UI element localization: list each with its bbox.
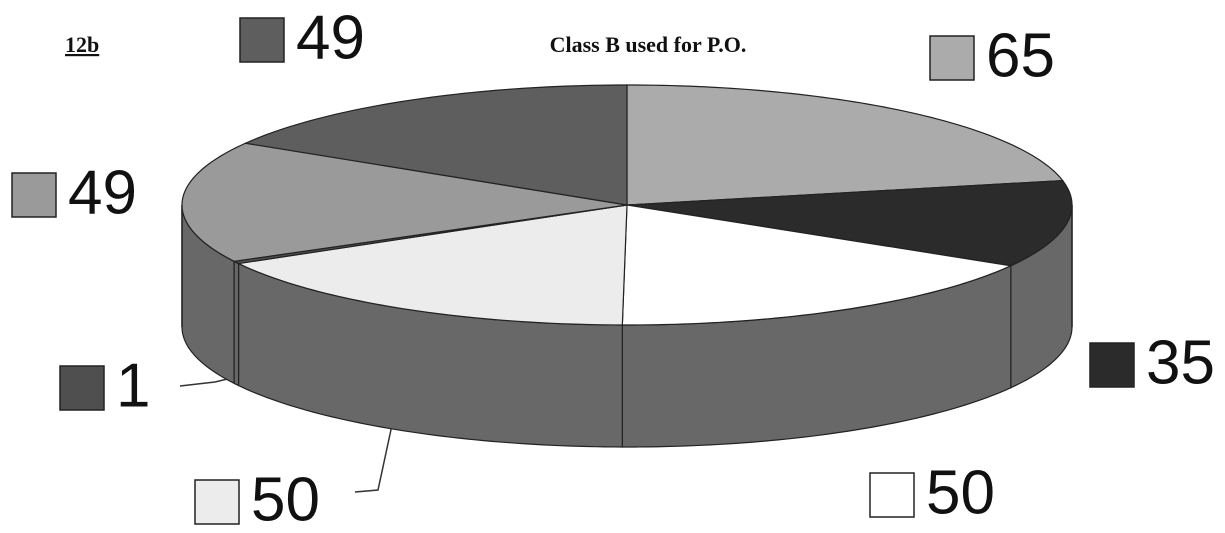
pie-edge bbox=[181, 205, 1073, 327]
legend-swatch bbox=[239, 17, 285, 63]
legend-swatch bbox=[11, 172, 57, 218]
data-label: 50 bbox=[926, 458, 995, 527]
legend-swatch bbox=[194, 479, 240, 525]
pie-slice bbox=[626, 84, 1064, 206]
leader-line bbox=[354, 424, 393, 493]
data-label: 49 bbox=[296, 3, 365, 72]
legend-swatch bbox=[929, 35, 975, 81]
legend-swatch bbox=[1089, 342, 1135, 388]
pie-tops bbox=[181, 84, 1073, 326]
data-label: 35 bbox=[1146, 328, 1215, 397]
pie-slice bbox=[181, 142, 628, 262]
data-label: 65 bbox=[986, 21, 1055, 90]
pie-slice bbox=[621, 204, 1013, 326]
legend-swatch bbox=[869, 472, 915, 518]
data-label: 49 bbox=[68, 158, 137, 227]
pie-slice bbox=[626, 179, 1073, 267]
pie-sides bbox=[181, 204, 1073, 448]
data-label: 50 bbox=[251, 465, 320, 533]
data-label: 1 bbox=[116, 351, 150, 420]
legend-labels: 65 35 50 50 1 49 49 bbox=[11, 3, 1215, 533]
pie-side bbox=[233, 260, 240, 387]
pie-slice bbox=[243, 84, 628, 206]
figure-label: 12b bbox=[65, 32, 99, 57]
chart-title: Class B used for P.O. bbox=[550, 32, 747, 57]
pie-slice bbox=[236, 204, 628, 326]
legend-swatch bbox=[59, 365, 105, 411]
